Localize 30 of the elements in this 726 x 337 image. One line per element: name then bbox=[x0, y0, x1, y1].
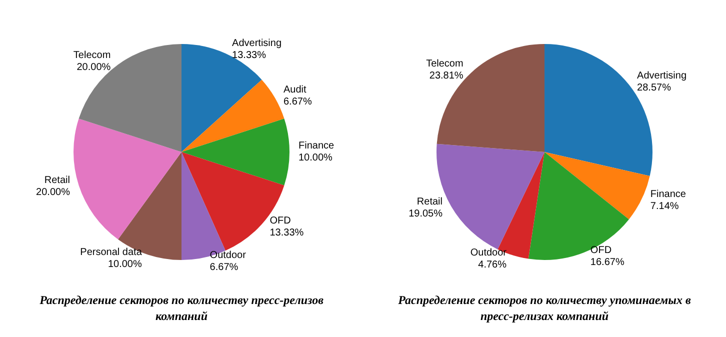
slice-label: OFD bbox=[270, 215, 291, 226]
data-label: 28.57% bbox=[637, 82, 672, 94]
data-label: 13.33% bbox=[270, 227, 304, 238]
slice-label: Advertising bbox=[637, 70, 687, 82]
data-label: 20.00% bbox=[36, 187, 70, 198]
data-label: 16.67% bbox=[590, 256, 624, 268]
slice-label: Personal data bbox=[80, 247, 142, 258]
slice-label: Retail bbox=[44, 175, 70, 186]
slice-label: Finance bbox=[298, 140, 335, 152]
slice-label: Advertising bbox=[232, 38, 282, 50]
data-label: 23.81% bbox=[429, 70, 464, 82]
data-label: 19.05% bbox=[408, 208, 443, 220]
slice-label: Retail bbox=[416, 196, 443, 208]
text: Распределение секторов по количеству пресс-релизов компаний bbox=[38, 292, 324, 324]
slice-label: Telecom bbox=[426, 58, 464, 70]
text: Распределение секторов по количеству упоминаемых в пресс-релизах компаний bbox=[397, 292, 692, 324]
slice-label: Outdoor bbox=[470, 248, 508, 259]
slice-label: Audit bbox=[283, 84, 307, 96]
data-label: 7.14% bbox=[650, 201, 679, 212]
data-label: 10.00% bbox=[108, 259, 142, 270]
slice-label: OFD bbox=[590, 244, 612, 256]
data-label: 13.33% bbox=[232, 50, 266, 62]
data-label: 6.67% bbox=[283, 96, 312, 108]
data-label: 20.00% bbox=[76, 62, 111, 73]
slice-label: Telecom bbox=[73, 50, 111, 61]
data-label: 4.76% bbox=[478, 260, 507, 271]
slice-label: Finance bbox=[650, 189, 686, 200]
slice-label: Outdoor bbox=[210, 250, 247, 262]
data-label: 6.67% bbox=[210, 262, 238, 274]
data-label: 10.00% bbox=[298, 152, 333, 164]
